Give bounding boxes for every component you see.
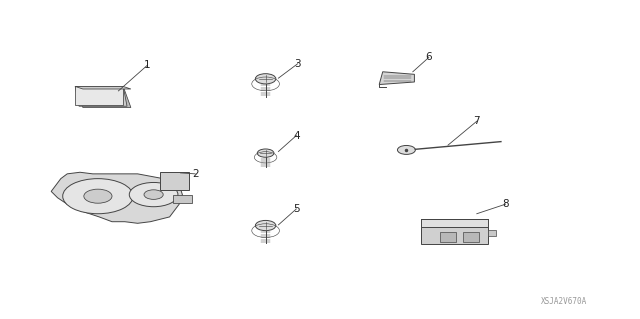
Circle shape — [63, 179, 133, 214]
Circle shape — [84, 189, 112, 203]
Circle shape — [257, 149, 274, 157]
Polygon shape — [380, 72, 415, 85]
Text: 1: 1 — [144, 60, 150, 70]
Polygon shape — [76, 86, 123, 105]
Circle shape — [255, 74, 276, 84]
Circle shape — [397, 145, 415, 154]
FancyBboxPatch shape — [421, 227, 488, 244]
FancyBboxPatch shape — [463, 232, 479, 242]
Polygon shape — [76, 86, 131, 89]
Circle shape — [144, 190, 163, 199]
FancyBboxPatch shape — [440, 232, 456, 242]
Text: 8: 8 — [502, 199, 509, 209]
Text: 4: 4 — [293, 130, 300, 141]
Circle shape — [129, 182, 178, 207]
Text: 6: 6 — [426, 52, 432, 63]
FancyBboxPatch shape — [173, 195, 192, 203]
FancyBboxPatch shape — [160, 172, 189, 190]
Text: 2: 2 — [192, 169, 198, 179]
FancyBboxPatch shape — [421, 219, 488, 242]
Polygon shape — [76, 86, 127, 106]
Text: XSJA2V670A: XSJA2V670A — [541, 297, 587, 306]
Text: 5: 5 — [293, 204, 300, 214]
Text: 3: 3 — [294, 59, 301, 69]
Polygon shape — [51, 172, 182, 223]
FancyBboxPatch shape — [488, 230, 495, 236]
Text: 7: 7 — [474, 116, 480, 126]
Polygon shape — [76, 86, 131, 108]
Circle shape — [255, 220, 276, 231]
